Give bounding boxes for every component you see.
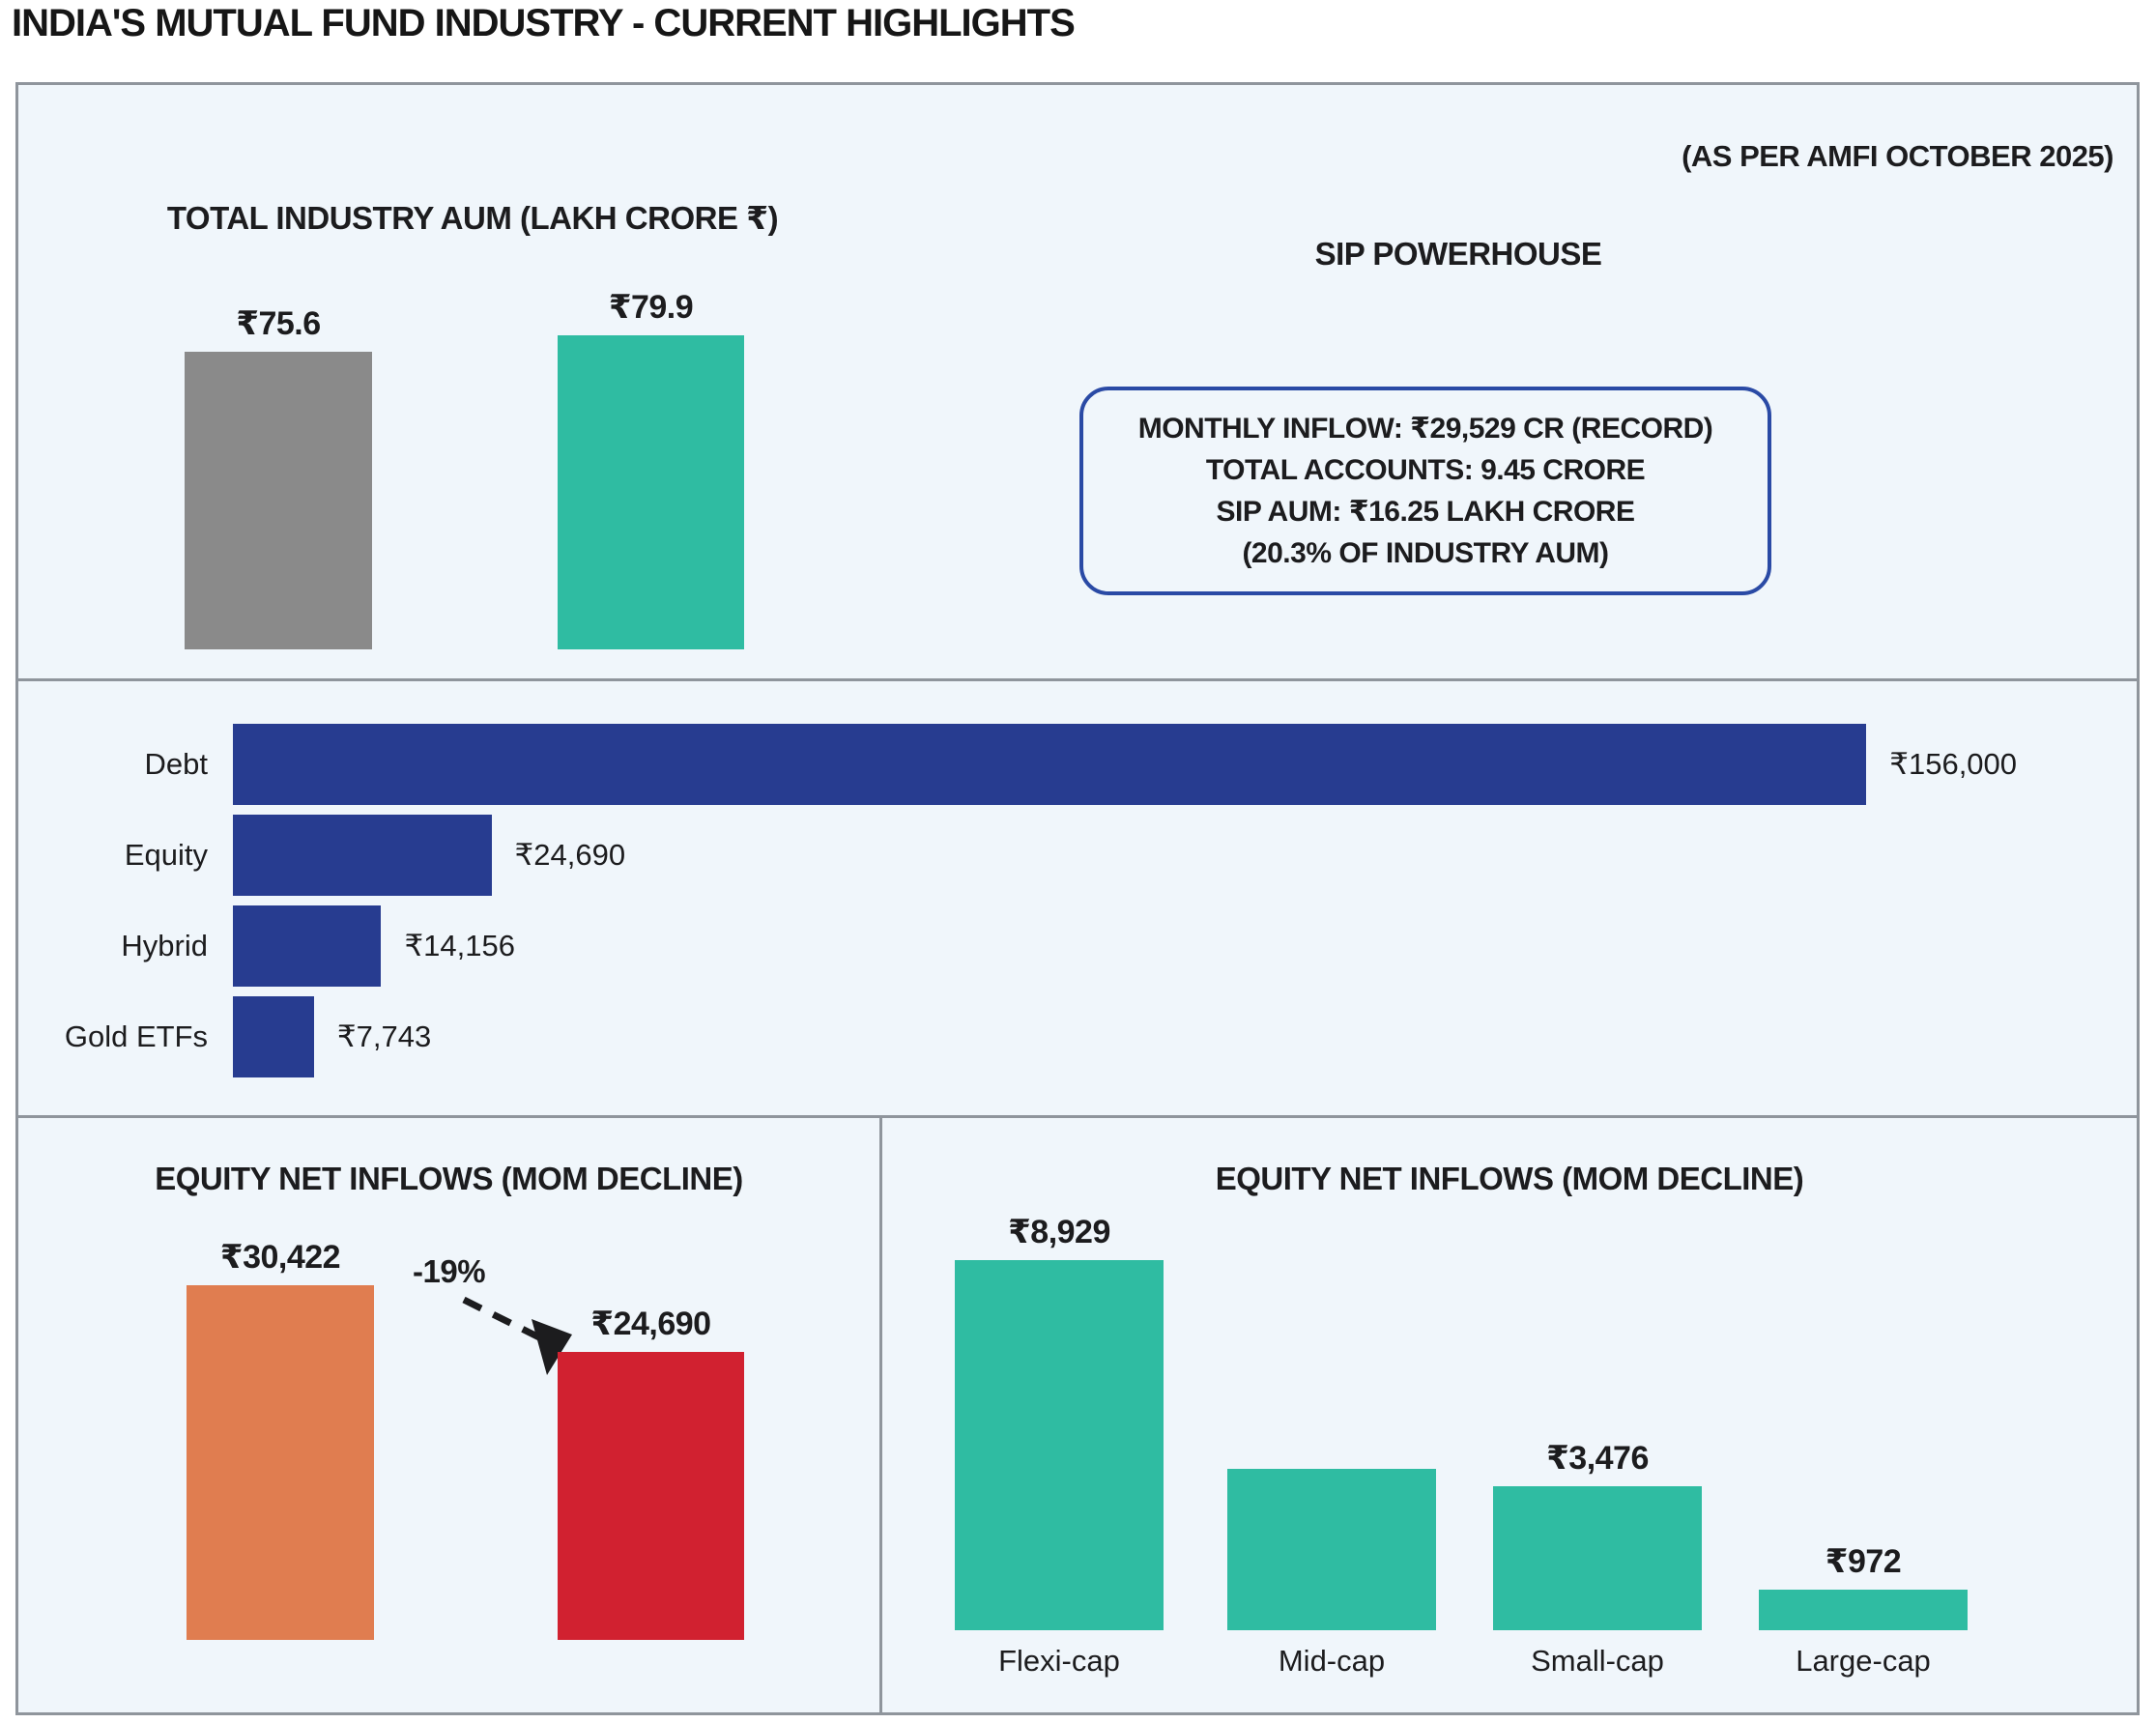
small-cap-value: ₹3,476 bbox=[1546, 1440, 1649, 1477]
cat-bar-group-small-cap: ₹3,476 Small-cap bbox=[1493, 1439, 1702, 1688]
flow-value-debt: ₹156,000 bbox=[1889, 747, 2018, 781]
sip-total-accounts: TOTAL ACCOUNTS: 9.45 CRORE bbox=[1205, 454, 1646, 486]
dashboard-board: (AS PER AMFI OCTOBER 2025) TOTAL INDUSTR… bbox=[15, 82, 2140, 1715]
flexi-cap-bar bbox=[955, 1260, 1164, 1630]
equity-mom-title: EQUITY NET INFLOWS (MOM DECLINE) bbox=[155, 1161, 743, 1196]
sip-industry-share: (20.3% OF INDUSTRY AUM) bbox=[1242, 537, 1609, 569]
mid-cap-label: Mid-cap bbox=[1278, 1644, 1386, 1678]
decline-arrow-icon bbox=[462, 1296, 572, 1375]
large-cap-value: ₹972 bbox=[1825, 1543, 1902, 1580]
mom-bar-group-prev: ₹30,422 bbox=[187, 1238, 374, 1640]
aum-current-value: ₹79.9 bbox=[608, 289, 694, 326]
section-bottom: EQUITY NET INFLOWS (MOM DECLINE) ₹30,422… bbox=[18, 1118, 2137, 1715]
flow-row-hybrid: Hybrid ₹14,156 bbox=[18, 905, 2137, 987]
cat-bar-group-large-cap: ₹972 Large-cap bbox=[1759, 1542, 1968, 1688]
flow-label-hybrid: Hybrid bbox=[121, 929, 208, 962]
large-cap-label: Large-cap bbox=[1796, 1644, 1931, 1678]
cat-bar-group-mid-cap: Mid-cap bbox=[1227, 1421, 1436, 1688]
mom-current-value: ₹24,690 bbox=[590, 1306, 711, 1342]
industry-aum-title: TOTAL INDUSTRY AUM (LAKH CRORE ₹) bbox=[166, 200, 779, 236]
sip-aum: SIP AUM: ₹16.25 LAKH CRORE bbox=[1216, 496, 1635, 528]
flow-label-equity: Equity bbox=[124, 838, 208, 872]
flow-bar-debt bbox=[233, 724, 1867, 805]
aum-prev-value: ₹75.6 bbox=[236, 305, 321, 342]
flow-row-gold-etfs: Gold ETFs ₹7,743 bbox=[18, 996, 2137, 1077]
mom-current-bar bbox=[558, 1352, 744, 1640]
equity-mom-chart: EQUITY NET INFLOWS (MOM DECLINE) ₹30,422… bbox=[18, 1118, 882, 1715]
equity-category-chart: EQUITY NET INFLOWS (MOM DECLINE) ₹8,929 … bbox=[882, 1118, 2137, 1715]
flow-bar-gold-etfs bbox=[233, 996, 314, 1077]
cat-bar-group-flexi-cap: ₹8,929 Flexi-cap bbox=[955, 1213, 1164, 1688]
mom-prev-bar bbox=[187, 1285, 374, 1640]
aum-current-bar bbox=[558, 335, 744, 649]
flow-value-equity: ₹24,690 bbox=[514, 838, 626, 872]
mom-prev-value: ₹30,422 bbox=[219, 1239, 341, 1276]
flow-bar-hybrid bbox=[233, 905, 382, 987]
large-cap-bar bbox=[1759, 1590, 1968, 1630]
flow-row-debt: Debt ₹156,000 bbox=[18, 724, 2137, 805]
flow-row-equity: Equity ₹24,690 bbox=[18, 815, 2137, 896]
small-cap-bar bbox=[1493, 1486, 1702, 1630]
sip-stats-box: MONTHLY INFLOW: ₹29,529 CR (RECORD) TOTA… bbox=[1079, 387, 1771, 595]
decline-annotation: -19% bbox=[413, 1253, 486, 1289]
aum-bar-group-prev: ₹75.6 bbox=[185, 304, 372, 649]
equity-category-title: EQUITY NET INFLOWS (MOM DECLINE) bbox=[1215, 1161, 1804, 1196]
section-top: (AS PER AMFI OCTOBER 2025) TOTAL INDUSTR… bbox=[18, 85, 2137, 681]
aum-bar-group-current: ₹79.9 bbox=[558, 288, 744, 649]
flow-value-gold-etfs: ₹7,743 bbox=[336, 1019, 432, 1053]
flexi-cap-value: ₹8,929 bbox=[1008, 1214, 1110, 1250]
flow-label-gold-etfs: Gold ETFs bbox=[64, 1019, 208, 1053]
flexi-cap-label: Flexi-cap bbox=[998, 1644, 1120, 1678]
aum-prev-bar bbox=[185, 352, 372, 649]
sip-title: SIP POWERHOUSE bbox=[1314, 236, 1602, 272]
mid-cap-bar bbox=[1227, 1469, 1436, 1630]
flow-bar-equity bbox=[233, 815, 492, 896]
small-cap-label: Small-cap bbox=[1531, 1644, 1664, 1678]
source-note: (AS PER AMFI OCTOBER 2025) bbox=[1682, 139, 2113, 173]
flow-label-debt: Debt bbox=[144, 747, 208, 781]
sip-monthly-inflow: MONTHLY INFLOW: ₹29,529 CR (RECORD) bbox=[1137, 413, 1713, 445]
page-title: INDIA'S MUTUAL FUND INDUSTRY - CURRENT H… bbox=[12, 2, 1076, 44]
flow-value-hybrid: ₹14,156 bbox=[404, 929, 515, 962]
section-category-flows: Debt ₹156,000 Equity ₹24,690 Hybrid ₹14,… bbox=[18, 681, 2137, 1118]
mom-bar-group-current: ₹24,690 bbox=[558, 1305, 744, 1640]
